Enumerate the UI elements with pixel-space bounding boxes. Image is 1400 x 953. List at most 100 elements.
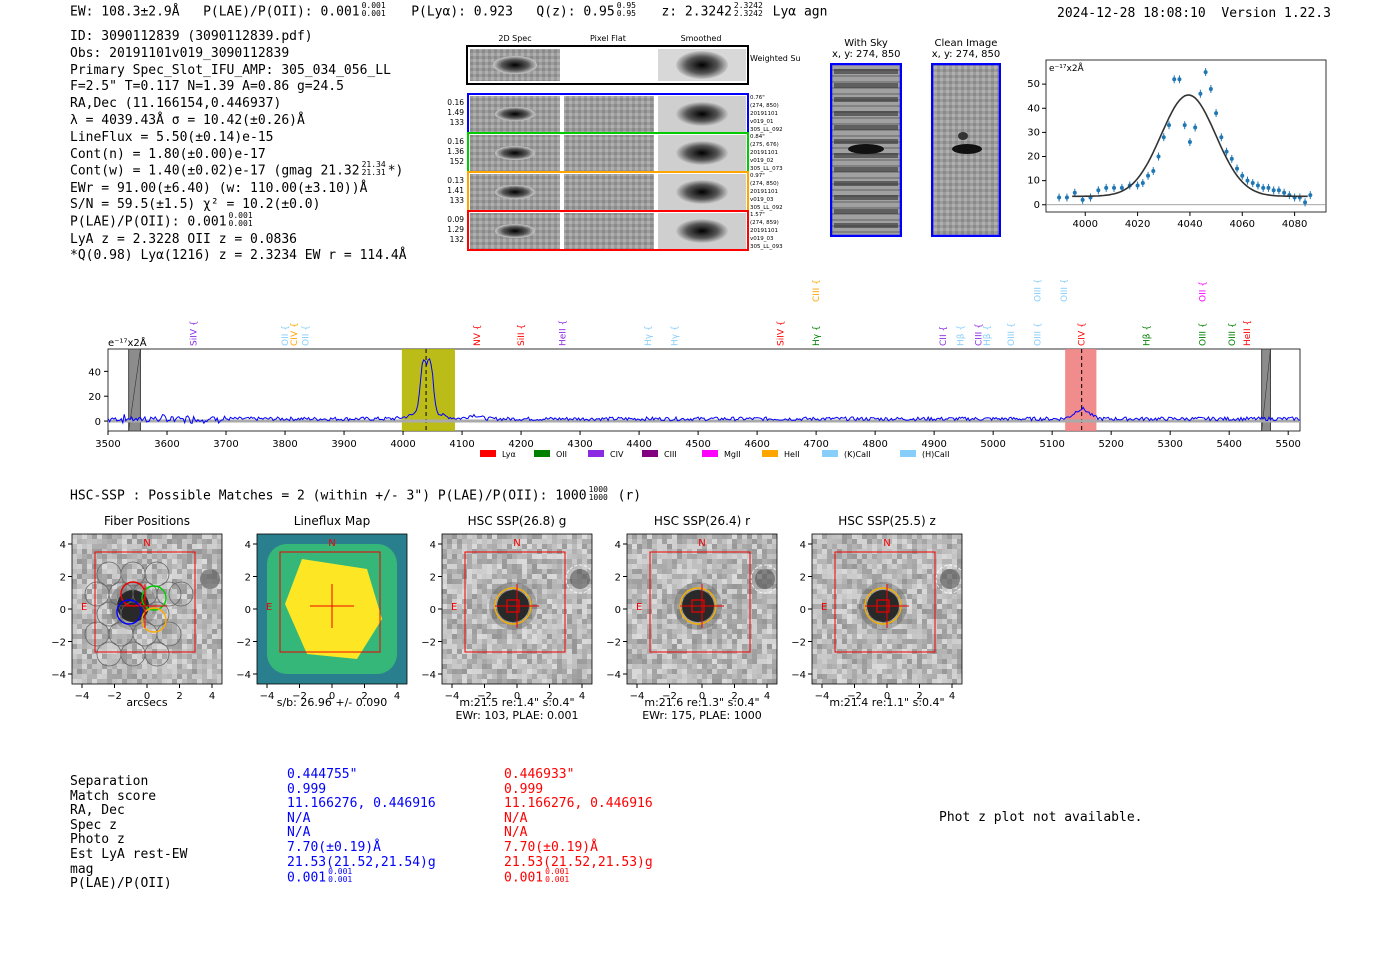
cutout-row-stat: 0.09 [447,215,464,224]
linefit-ytick-label: 30 [1027,127,1040,138]
linefit-xtick-label: 4020 [1125,219,1150,230]
spectrum-line-label: CIV { [1078,322,1088,346]
linefit-point [1156,154,1161,159]
spectrum-line-label: OIII { [1033,280,1043,302]
panel-ytick-label: −4 [792,670,806,681]
panel-ytick-label: −4 [607,670,621,681]
spectrum-line-label: SiIV { [777,320,787,346]
cutout-row-info: (274, 850) [750,103,779,109]
spectrum-line-label: OII { [281,325,291,346]
east-label: E [451,602,457,613]
spectrum-line-label: Hγ { [812,325,822,346]
linefit-ytick-label: 10 [1027,176,1040,187]
match-value: 21.53(21.52,21.54)g [287,854,436,870]
panel-title: HSC SSP(25.5) z [838,514,936,528]
cutout-stack-svg: 2D Spec Pixel Flat Smoothed Weighted Sum… [447,34,809,251]
spectrum-ytick-label: 0 [95,417,101,428]
spectrum-line-label: HeII { [558,320,568,346]
panel-title: Lineflux Map [293,514,371,528]
header-plya: P(Lyα): 0.923 [411,4,513,20]
panel-xtick-label: 2 [916,691,922,702]
match-value: N/A [504,825,528,841]
panel-xtick-label: 0 [884,691,890,702]
match-label: P(LAE)/P(OII) [70,876,172,892]
spectrum-chart: SiIV {OII {CIV {OII {NV {SiII {HeII {Hγ … [88,280,1301,459]
panel-xtick-label: 0 [699,691,705,702]
linefit-ytick-label: 20 [1027,152,1040,163]
linefit-point [1104,185,1109,190]
cutout-row-info: (274, 859) [750,220,779,226]
header-datetime-version: 2024-12-28 18:08:10 Version 1.22.3 [1057,6,1331,21]
spectrum-legend-swatch [822,450,838,457]
panel-xtick-label: −4 [630,691,645,702]
info-contn: Cont(n) = 1.80(±0.00)e-17 [70,146,266,162]
spectrum-highlight-band [401,349,455,431]
spectrum-legend-swatch [900,450,916,457]
linefit-point [1198,91,1203,96]
match-value: 7.70(±0.19)Å [287,839,381,855]
panel-xtick-label: 0 [329,691,335,702]
spectrum-legend-label: (H)CaII [922,450,949,459]
match-value: 21.53(21.52,21.53)g [504,854,653,870]
linefit-point [1161,135,1166,140]
panel-ytick-label: 2 [60,573,66,584]
spectrum-xtick-label: 5300 [1157,439,1182,450]
linefit-chart: e⁻¹⁷x2Å 4000 4020 4040 4060 4080 0 10 20 30 40 50 [1027,59,1327,230]
fiber-circle [141,607,167,633]
cutout-row-stat: 132 [450,235,465,244]
fiber-circle [156,621,182,647]
cutout-row-stat: 133 [450,196,465,205]
spectrum-legend-swatch [702,450,718,457]
match-value: 7.70(±0.19)Å [504,839,598,855]
panel-xtick-label: 4 [579,691,585,702]
linefit-point [1235,166,1240,171]
cutout-row-info: 0.84" [750,134,765,140]
spectrum-ylabel: e⁻¹⁷x2Å [108,336,147,349]
panel-xtick-label: 4 [949,691,955,702]
north-label: N [698,538,705,549]
panel-xtick-label: −2 [477,691,492,702]
search-box [464,551,566,653]
linefit-ytick-label: 50 [1027,79,1040,90]
clean-image [931,63,1001,237]
spectrum-flux-line [107,358,1301,425]
spectrum-xtick-label: 4400 [626,439,651,450]
spectrum-legend-label: OII [556,450,567,459]
linefit-ylabel: e⁻¹⁷x2Å [1049,62,1085,74]
search-box [279,551,381,653]
clean-image-title: Clean Image x, y: 274, 850 [931,38,1001,60]
cutout-row-stat: 1.41 [447,186,464,195]
match-value: N/A [287,810,311,826]
spectrum-line-label: OIII { [1007,322,1017,346]
linefit-ytick-label: 0 [1034,200,1040,211]
header-bar: EW: 108.3±2.9Å P(LAE)/P(OII): 0.001 0.001… [70,2,827,20]
panel-xtick-label: 2 [731,691,737,702]
spectrum-line-label: OII { [302,325,312,346]
panel-xtick-label: −4 [815,691,830,702]
panel-ytick-label: 0 [615,605,621,616]
spectrum-xtick-label: 3800 [272,439,297,450]
spectrum-xtick-label: 4700 [803,439,828,450]
search-box [94,551,196,653]
spectrum-line-label: CIV { [290,322,300,346]
fiber-circle [141,585,167,611]
linefit-point [1140,181,1145,186]
fiber-circle [116,599,142,625]
spectrum-xtick-label: 4600 [744,439,769,450]
header-z: z: 2.3242 [661,4,732,20]
linefit-xtick-label: 4040 [1177,219,1202,230]
photz-note: Phot z plot not available. [939,810,1143,825]
info-lineflux: LineFlux = 5.50(±0.14)e-15 [70,129,274,145]
search-box [649,551,751,653]
spectrum-xtick-label: 5500 [1275,439,1300,450]
cutout-row-info: (275, 676) [750,142,779,148]
panel-ytick-label: −2 [52,638,66,649]
linefit-point [1208,86,1213,91]
panel-ytick-label: −4 [52,670,66,681]
spectrum-frame [107,348,1301,432]
east-label: E [81,602,87,613]
panel-ytick-label: 0 [800,605,806,616]
match-value: 0.446933" [504,767,575,782]
spectrum-line-label: CIII { [974,323,984,346]
